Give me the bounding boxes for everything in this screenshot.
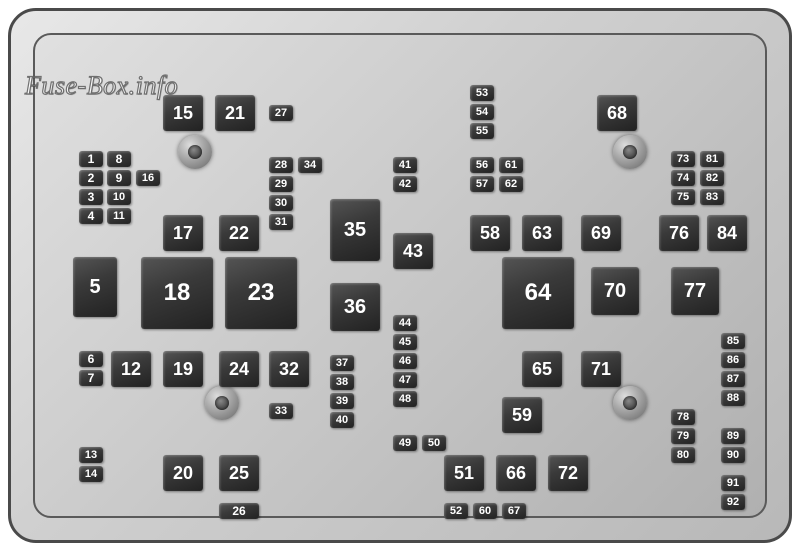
- fuse-65: 65: [522, 351, 562, 387]
- fuse-72: 72: [548, 455, 588, 491]
- fuse-77: 77: [671, 267, 719, 315]
- fuse-5: 5: [73, 257, 117, 317]
- fuse-20: 20: [163, 455, 203, 491]
- fuse-3: 3: [79, 189, 103, 205]
- fuse-82: 82: [700, 170, 724, 186]
- fuse-67: 67: [502, 503, 526, 519]
- fuse-13: 13: [79, 447, 103, 463]
- fuse-46: 46: [393, 353, 417, 369]
- fuse-30: 30: [269, 195, 293, 211]
- mounting-screw: [613, 135, 647, 169]
- fuse-44: 44: [393, 315, 417, 331]
- fuse-4: 4: [79, 208, 103, 224]
- fuse-40: 40: [330, 412, 354, 428]
- fuse-18: 18: [141, 257, 213, 329]
- fuse-43: 43: [393, 233, 433, 269]
- fuse-87: 87: [721, 371, 745, 387]
- fuse-78: 78: [671, 409, 695, 425]
- fuse-26: 26: [219, 503, 259, 519]
- fuse-42: 42: [393, 176, 417, 192]
- fuse-6: 6: [79, 351, 103, 367]
- fuse-85: 85: [721, 333, 745, 349]
- fuse-1: 1: [79, 151, 103, 167]
- fuse-59: 59: [502, 397, 542, 433]
- fuse-56: 56: [470, 157, 494, 173]
- fuse-11: 11: [107, 208, 131, 224]
- fuse-92: 92: [721, 494, 745, 510]
- fuse-73: 73: [671, 151, 695, 167]
- fuse-38: 38: [330, 374, 354, 390]
- fuse-29: 29: [269, 176, 293, 192]
- fuse-47: 47: [393, 372, 417, 388]
- fuse-68: 68: [597, 95, 637, 131]
- fuse-88: 88: [721, 390, 745, 406]
- fuse-64: 64: [502, 257, 574, 329]
- mounting-screw: [613, 386, 647, 420]
- fuse-76: 76: [659, 215, 699, 251]
- fuse-84: 84: [707, 215, 747, 251]
- fuse-69: 69: [581, 215, 621, 251]
- fuse-14: 14: [79, 466, 103, 482]
- fuse-75: 75: [671, 189, 695, 205]
- fuse-9: 9: [107, 170, 131, 186]
- fuse-66: 66: [496, 455, 536, 491]
- fuse-80: 80: [671, 447, 695, 463]
- fuse-37: 37: [330, 355, 354, 371]
- mounting-screw: [178, 135, 212, 169]
- fuse-55: 55: [470, 123, 494, 139]
- fuse-panel: 1234567891011121314151617181920212223242…: [35, 35, 765, 516]
- fuse-8: 8: [107, 151, 131, 167]
- fuse-27: 27: [269, 105, 293, 121]
- fuse-25: 25: [219, 455, 259, 491]
- fuse-33: 33: [269, 403, 293, 419]
- fuse-62: 62: [499, 176, 523, 192]
- fuse-10: 10: [107, 189, 131, 205]
- fuse-63: 63: [522, 215, 562, 251]
- fuse-60: 60: [473, 503, 497, 519]
- fuse-79: 79: [671, 428, 695, 444]
- fusebox-inner-panel: 1234567891011121314151617181920212223242…: [33, 33, 767, 518]
- fuse-7: 7: [79, 370, 103, 386]
- fuse-61: 61: [499, 157, 523, 173]
- fuse-83: 83: [700, 189, 724, 205]
- fuse-15: 15: [163, 95, 203, 131]
- fuse-45: 45: [393, 334, 417, 350]
- fuse-34: 34: [298, 157, 322, 173]
- fuse-53: 53: [470, 85, 494, 101]
- fuse-51: 51: [444, 455, 484, 491]
- fuse-71: 71: [581, 351, 621, 387]
- fuse-31: 31: [269, 214, 293, 230]
- fuse-86: 86: [721, 352, 745, 368]
- fuse-2: 2: [79, 170, 103, 186]
- fuse-74: 74: [671, 170, 695, 186]
- fuse-41: 41: [393, 157, 417, 173]
- mounting-screw: [205, 386, 239, 420]
- fuse-54: 54: [470, 104, 494, 120]
- fuse-39: 39: [330, 393, 354, 409]
- fuse-58: 58: [470, 215, 510, 251]
- fuse-90: 90: [721, 447, 745, 463]
- fuse-35: 35: [330, 199, 380, 261]
- fuse-28: 28: [269, 157, 293, 173]
- fusebox-outer-frame: 1234567891011121314151617181920212223242…: [8, 8, 792, 543]
- fuse-19: 19: [163, 351, 203, 387]
- fuse-17: 17: [163, 215, 203, 251]
- fuse-23: 23: [225, 257, 297, 329]
- fuse-49: 49: [393, 435, 417, 451]
- fuse-52: 52: [444, 503, 468, 519]
- fuse-48: 48: [393, 391, 417, 407]
- fuse-12: 12: [111, 351, 151, 387]
- fuse-24: 24: [219, 351, 259, 387]
- fuse-21: 21: [215, 95, 255, 131]
- fuse-70: 70: [591, 267, 639, 315]
- fuse-16: 16: [136, 170, 160, 186]
- fuse-32: 32: [269, 351, 309, 387]
- fuse-81: 81: [700, 151, 724, 167]
- fuse-22: 22: [219, 215, 259, 251]
- fuse-50: 50: [422, 435, 446, 451]
- fuse-36: 36: [330, 283, 380, 331]
- fuse-89: 89: [721, 428, 745, 444]
- fuse-57: 57: [470, 176, 494, 192]
- fuse-91: 91: [721, 475, 745, 491]
